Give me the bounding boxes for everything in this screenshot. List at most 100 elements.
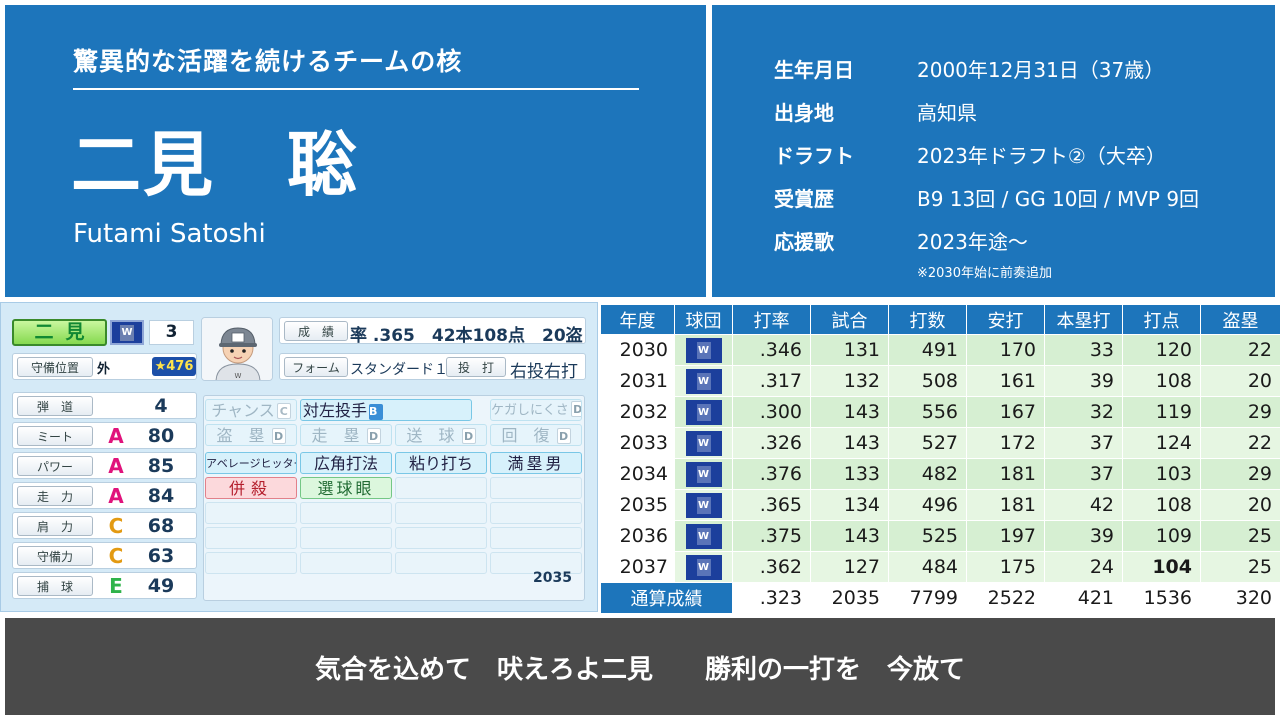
cell-avg: .376 — [732, 458, 811, 490]
ability-value: 63 — [147, 545, 175, 567]
song-label: 応援歌 — [774, 230, 834, 254]
svg-text:W: W — [235, 372, 242, 380]
team-logo-icon: W — [674, 551, 733, 583]
cell-year: 2030 — [600, 334, 675, 366]
cell-steals: 20 — [1200, 489, 1280, 521]
ability-catching: 捕 球 E 49 — [12, 572, 197, 599]
cell-rbi: 104 — [1122, 551, 1201, 583]
ability-value: 85 — [147, 455, 175, 477]
total-label: 通算成績 — [600, 582, 733, 614]
header-hits: 安打 — [966, 304, 1045, 335]
overall-rating-badge: ★476 — [152, 357, 196, 376]
hometown-value: 高知県 — [917, 101, 977, 125]
cell-games: 143 — [810, 520, 889, 552]
cell-avg: .375 — [732, 520, 811, 552]
cell-home-runs: 39 — [1044, 520, 1123, 552]
cell-year: 2032 — [600, 396, 675, 428]
cell-rbi: 108 — [1122, 365, 1201, 397]
position-label: 守備位置 — [17, 357, 93, 377]
throw-bat-label: 投 打 — [446, 357, 506, 377]
draft-value: 2023年ドラフト②（大卒） — [917, 144, 1166, 168]
cell-avg: .317 — [732, 365, 811, 397]
cell-year: 2035 — [600, 489, 675, 521]
cheer-song-lyric: 気合を込めて 吠えろよ二見 勝利の一打を 今放て — [314, 655, 965, 685]
cell-rbi: 108 — [1122, 489, 1201, 521]
cell-rbi: 103 — [1122, 458, 1201, 490]
ability-value: 4 — [154, 395, 168, 417]
team-logo-icon: W — [674, 334, 733, 366]
skill-average-hitter: アベレージヒッター — [205, 452, 297, 474]
team-logo-letter: W — [120, 325, 134, 341]
cell-home-runs: 42 — [1044, 489, 1123, 521]
ability-fielding: 守備力 C 63 — [12, 542, 197, 569]
player-status-card: 二見 W 3 W 守備位置 外 ★476 成 績 率 .365 42本108点 … — [0, 302, 598, 612]
table-row: 2030 W .346 131 491 170 33 120 22 — [600, 334, 1280, 366]
cell-games: 131 — [810, 334, 889, 366]
ability-rank: C — [108, 514, 124, 538]
cell-at-bats: 527 — [888, 427, 967, 459]
record-text: 率 .365 42本108点 20盗 — [350, 326, 583, 346]
position-value: 外 — [97, 362, 111, 377]
cell-steals: 25 — [1200, 551, 1280, 583]
skill-slot-empty — [205, 552, 297, 574]
cell-steals: 29 — [1200, 458, 1280, 490]
player-tagline: 驚異的な活躍を続けるチームの核 — [73, 47, 463, 76]
card-player-name: 二見 — [12, 319, 107, 346]
skill-vs-left: 対左投手 B — [300, 399, 472, 421]
skill-slot-empty — [395, 502, 487, 524]
cell-year: 2033 — [600, 427, 675, 459]
cell-steals: 20 — [1200, 365, 1280, 397]
cell-hits: 175 — [966, 551, 1045, 583]
ability-speed: 走 力 A 84 — [12, 482, 197, 509]
skill-slot-empty — [395, 552, 487, 574]
team-logo-icon: W — [674, 458, 733, 490]
cell-avg: .326 — [732, 427, 811, 459]
skill-batting-eye: 選球眼 — [300, 477, 392, 499]
cell-rbi: 109 — [1122, 520, 1201, 552]
ability-rank: A — [108, 484, 124, 508]
cell-hits: 170 — [966, 334, 1045, 366]
table-row: 2031 W .317 132 508 161 39 108 20 — [600, 365, 1280, 397]
throw-bat-value: 右投右打 — [510, 362, 578, 382]
total-rbi: 1536 — [1122, 582, 1201, 614]
skill-slot-empty — [300, 527, 392, 549]
song-note: ※2030年始に前奏追加 — [917, 266, 1052, 281]
cell-year: 2036 — [600, 520, 675, 552]
team-logo-icon: W — [674, 489, 733, 521]
birth-label: 生年月日 — [774, 58, 854, 82]
table-row: 2035 W .365 134 496 181 42 108 20 — [600, 489, 1280, 521]
skill-slot-empty — [395, 527, 487, 549]
total-avg: .323 — [732, 582, 811, 614]
special-skills-grid: チャンス C 対左投手 B ケガしにくさ D 盗 塁 D 走 塁 D 送 球 D 回 … — [203, 395, 585, 601]
title-panel: 驚異的な活躍を続けるチームの核 二見 聡 Futami Satoshi — [5, 5, 706, 297]
awards-value: B9 13回 / GG 10回 / MVP 9回 — [917, 187, 1200, 211]
cell-games: 134 — [810, 489, 889, 521]
skill-steal: 盗 塁 D — [205, 424, 297, 446]
ability-rank: E — [109, 574, 123, 598]
birth-value: 2000年12月31日（37歳） — [917, 58, 1165, 82]
awards-label: 受賞歴 — [774, 187, 834, 211]
cell-home-runs: 39 — [1044, 365, 1123, 397]
record-label: 成 績 — [284, 321, 348, 341]
skill-slot-empty — [300, 502, 392, 524]
total-hits: 2522 — [966, 582, 1045, 614]
ability-label: 弾 道 — [17, 396, 93, 416]
form-label: フォーム — [284, 357, 348, 377]
cell-games: 133 — [810, 458, 889, 490]
player-name: 二見 聡 — [71, 124, 359, 206]
skill-slot-empty — [490, 552, 582, 574]
form-value: スタンダード１２ — [350, 362, 462, 378]
cell-at-bats: 491 — [888, 334, 967, 366]
form-row: フォーム スタンダード１２ 投 打 右投右打 — [279, 353, 586, 382]
cell-year: 2031 — [600, 365, 675, 397]
ability-rank: A — [108, 454, 124, 478]
cell-games: 143 — [810, 427, 889, 459]
cell-games: 132 — [810, 365, 889, 397]
skill-slot-empty — [205, 502, 297, 524]
total-steals: 320 — [1200, 582, 1280, 614]
ability-value: 80 — [147, 425, 175, 447]
cell-year: 2037 — [600, 551, 675, 583]
cell-hits: 167 — [966, 396, 1045, 428]
cell-home-runs: 24 — [1044, 551, 1123, 583]
header-steals: 盗塁 — [1200, 304, 1280, 335]
